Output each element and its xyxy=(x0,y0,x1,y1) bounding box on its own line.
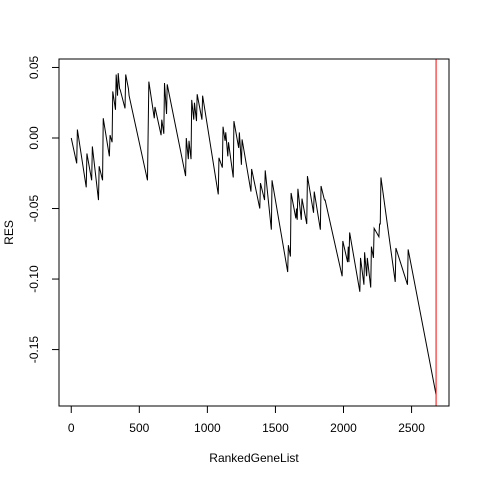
plot-frame xyxy=(58,58,450,407)
y-axis: 0.05 0.00 -0.05 -0.10 -0.15 xyxy=(27,55,60,364)
y-tick-label: -0.10 xyxy=(27,265,41,293)
x-tick-label: 500 xyxy=(129,421,149,435)
x-tick-label: 0 xyxy=(68,421,75,435)
y-tick-label: 0.05 xyxy=(27,55,41,79)
x-axis-label: RankedGeneList xyxy=(209,451,299,465)
res-series-line xyxy=(70,73,437,395)
x-tick-label: 1500 xyxy=(262,421,289,435)
y-axis-label: RES xyxy=(2,220,16,245)
y-tick-label: -0.05 xyxy=(27,195,41,223)
plot-lines xyxy=(70,59,437,406)
x-tick-label: 2000 xyxy=(330,421,357,435)
x-axis: 0 500 1000 1500 2000 2500 xyxy=(68,405,425,435)
x-tick-label: 1000 xyxy=(194,421,221,435)
y-tick-label: 0.00 xyxy=(27,126,41,150)
x-tick-label: 2500 xyxy=(398,421,425,435)
y-tick-label: -0.15 xyxy=(27,336,41,364)
